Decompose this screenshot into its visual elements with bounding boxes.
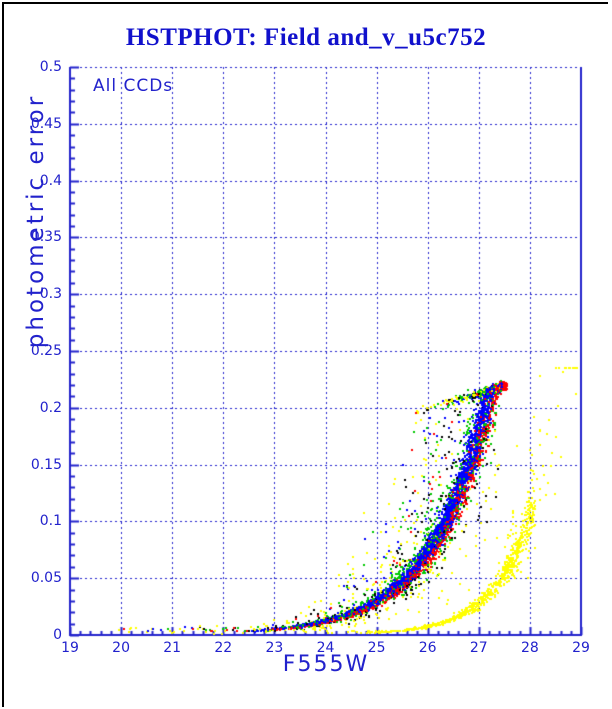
x-axis-label: F555W [282, 652, 370, 677]
y-tick-label: 0.5 [39, 59, 62, 75]
x-tick-label: 21 [163, 640, 182, 656]
x-tick-label: 28 [520, 640, 539, 656]
y-tick-label: 0.2 [39, 399, 62, 416]
annotation-all-ccds: All CCDs [93, 76, 174, 96]
x-tick-label: 25 [367, 640, 386, 656]
y-tick-label: 0.05 [30, 570, 62, 587]
x-tick-label: 27 [469, 640, 488, 656]
y-tick-label: 0.3 [39, 286, 62, 303]
y-tick-label: 0.25 [30, 343, 62, 359]
chart-title: HSTPHOT: Field and_v_u5c752 [125, 24, 487, 51]
y-tick-label: 0.35 [30, 229, 62, 246]
x-tick-label: 24 [316, 640, 335, 656]
x-tick-label: 23 [265, 640, 284, 656]
y-tick-label: 0.45 [30, 115, 62, 132]
y-tick-label: 0.4 [39, 172, 62, 189]
y-axis-label: photometric error [23, 93, 49, 349]
x-tick-label: 20 [112, 640, 130, 656]
x-tick-label: 19 [61, 640, 79, 656]
x-tick-label: 22 [214, 640, 233, 656]
x-tick-label: 29 [572, 640, 590, 656]
y-tick-label: 0.15 [30, 456, 62, 473]
y-tick-label: 0 [53, 627, 62, 643]
x-tick-label: 26 [418, 640, 437, 656]
y-tick-label: 0.1 [39, 513, 62, 530]
